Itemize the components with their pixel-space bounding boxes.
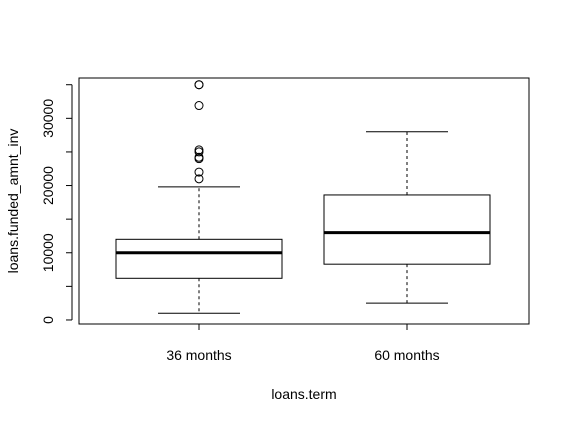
outlier-point bbox=[194, 101, 204, 111]
y-tick-label: 30000 bbox=[40, 99, 56, 138]
y-axis-title: loans.funded_amnt_inv bbox=[5, 129, 21, 274]
x-axis-labels: 36 months 60 months bbox=[166, 324, 440, 363]
plot-frame bbox=[78, 77, 530, 325]
outlier-point bbox=[194, 174, 204, 184]
y-tick-label: 0 bbox=[40, 316, 56, 324]
box-group bbox=[115, 80, 283, 314]
outlier-point bbox=[194, 145, 204, 155]
y-tick-label: 20000 bbox=[40, 166, 56, 205]
boxes bbox=[115, 80, 491, 314]
x-tick-label: 60 months bbox=[374, 347, 439, 363]
iqr-box bbox=[115, 238, 283, 279]
x-axis-title: loans.term bbox=[271, 386, 336, 402]
outlier-point bbox=[194, 152, 204, 162]
x-tick-label: 36 months bbox=[166, 347, 231, 363]
y-tick-label: 10000 bbox=[40, 233, 56, 272]
outlier-point bbox=[194, 167, 204, 177]
y-axis-ticks: 0 10000 20000 30000 bbox=[40, 84, 72, 324]
iqr-box bbox=[323, 194, 491, 265]
outlier-point bbox=[194, 80, 204, 90]
box-group bbox=[323, 131, 491, 304]
